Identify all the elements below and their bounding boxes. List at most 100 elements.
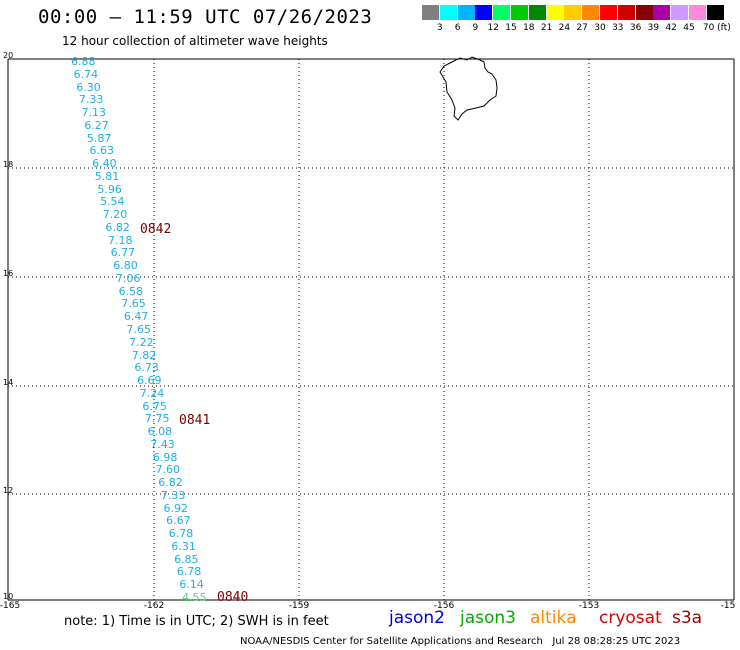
latitude-tick-label: 16 bbox=[3, 269, 14, 278]
color-swatch bbox=[511, 5, 528, 20]
color-scale-label: 9 bbox=[472, 23, 479, 33]
wave-height-label: 6.31 bbox=[171, 539, 196, 553]
wave-height-label: 7.60 bbox=[155, 463, 181, 477]
wave-height-label: 6.58 bbox=[118, 284, 144, 298]
color-swatch bbox=[457, 5, 475, 20]
wave-height-label: 4.55 bbox=[182, 591, 207, 604]
color-scale-label: 18 bbox=[523, 23, 535, 33]
wave-height-label: 6.98 bbox=[152, 450, 178, 464]
wave-height-label: 6.82 bbox=[105, 220, 130, 234]
wave-height-label: 6.73 bbox=[134, 361, 159, 375]
longitude-tick-label: -159 bbox=[288, 601, 310, 611]
color-scale-label: 70 (ft) bbox=[702, 23, 731, 33]
color-scale-label: 15 bbox=[505, 23, 517, 33]
latitude-tick-label: 10 bbox=[3, 592, 14, 601]
color-swatch bbox=[475, 5, 493, 20]
color-scale-label: 45 bbox=[683, 23, 695, 33]
longitude-tick-label: -165 bbox=[0, 601, 21, 611]
wave-height-label: 7.33 bbox=[78, 93, 104, 107]
color-scale-label: 21 bbox=[540, 23, 553, 33]
color-swatch bbox=[493, 5, 511, 20]
map-subtitle: 12 hour collection of altimeter wave hei… bbox=[62, 34, 328, 48]
wave-height-label: 6.69 bbox=[137, 374, 162, 388]
wave-height-label: 7.18 bbox=[108, 233, 133, 247]
map-title: 00:00 – 11:59 UTC 07/26/2023 bbox=[38, 6, 373, 28]
wave-height-label: 6.85 bbox=[174, 552, 199, 566]
color-swatch bbox=[528, 5, 546, 20]
wave-height-label: 6.63 bbox=[89, 144, 115, 158]
latitude-tick-label: 18 bbox=[3, 160, 14, 169]
wave-height-label: 7.22 bbox=[129, 335, 154, 349]
wave-height-label: 6.47 bbox=[123, 310, 149, 324]
wave-height-label: 6.30 bbox=[76, 80, 101, 94]
wave-height-label: 7.13 bbox=[81, 106, 107, 120]
pass-time-label: 0840 bbox=[217, 590, 249, 605]
color-scale-label: 12 bbox=[487, 23, 499, 33]
wave-height-label: 6.92 bbox=[163, 501, 189, 515]
credit-line: NOAA/NESDIS Center for Satellite Applica… bbox=[240, 636, 681, 647]
wave-height-label: 5.87 bbox=[86, 131, 112, 145]
units-note: note: 1) Time is in UTC; 2) SWH is in fe… bbox=[64, 614, 329, 629]
longitude-tick-label: -15 bbox=[720, 601, 736, 611]
latitude-tick-label: 12 bbox=[3, 486, 14, 495]
color-swatch bbox=[635, 5, 653, 20]
color-swatch bbox=[564, 5, 582, 20]
satellite-legend-cryosat: cryosat bbox=[599, 608, 662, 628]
wave-height-label: 5.96 bbox=[97, 182, 122, 196]
wave-height-label: 6.14 bbox=[179, 578, 204, 592]
color-swatch bbox=[653, 5, 671, 20]
color-scale-label: 3 bbox=[436, 23, 443, 33]
pass-time-label: 0842 bbox=[140, 222, 172, 237]
color-scale-label: 24 bbox=[558, 23, 571, 33]
wave-height-label: 7.06 bbox=[115, 271, 141, 285]
wave-height-label: 6.27 bbox=[84, 118, 109, 132]
wave-height-label: 6.40 bbox=[92, 157, 117, 171]
color-swatch bbox=[439, 5, 457, 20]
longitude-tick-label: -162 bbox=[143, 601, 165, 611]
wave-height-label: 7.24 bbox=[139, 386, 165, 400]
wave-height-label: 6.74 bbox=[73, 67, 99, 81]
wave-height-label: 6.78 bbox=[176, 565, 202, 579]
longitude-tick-label: -153 bbox=[578, 601, 600, 611]
color-scale-label: 33 bbox=[612, 23, 624, 33]
wave-height-label: 6.75 bbox=[142, 399, 167, 413]
color-swatch bbox=[706, 5, 724, 20]
color-scale-label: 42 bbox=[665, 23, 677, 33]
color-swatch bbox=[617, 5, 635, 20]
color-swatch bbox=[582, 5, 600, 20]
satellite-legend-jason2: jason2 bbox=[389, 608, 445, 628]
color-swatch bbox=[671, 5, 689, 20]
color-scale-label: 39 bbox=[647, 23, 660, 33]
wave-height-label: 6.08 bbox=[147, 425, 173, 439]
color-swatch bbox=[689, 5, 706, 20]
wave-height-label: 5.54 bbox=[100, 195, 125, 209]
wave-height-label: 7.65 bbox=[121, 297, 146, 311]
satellite-legend-altika: altika bbox=[530, 608, 577, 628]
graticule-grid bbox=[7, 58, 735, 601]
latitude-tick-label: 14 bbox=[3, 378, 14, 387]
wave-height-label: 6.67 bbox=[166, 514, 191, 528]
wave-height-label: 5.81 bbox=[94, 169, 120, 183]
latitude-tick-label: 20 bbox=[3, 51, 14, 60]
wave-height-label: 7.43 bbox=[150, 437, 175, 451]
pass-time-label: 0841 bbox=[179, 413, 211, 428]
wave-height-label: 7.33 bbox=[160, 488, 186, 502]
wave-height-label: 7.20 bbox=[102, 208, 128, 222]
wave-height-label: 7.65 bbox=[126, 323, 152, 336]
wave-height-label: 7.75 bbox=[145, 412, 170, 426]
color-scale-label: 6 bbox=[454, 23, 461, 33]
color-scale-label: 36 bbox=[629, 23, 642, 33]
longitude-tick-label: -156 bbox=[433, 601, 455, 611]
big-island-coastline bbox=[439, 56, 498, 121]
wave-height-label: 6.82 bbox=[158, 476, 183, 490]
satellite-legend-jason3: jason3 bbox=[460, 608, 516, 628]
color-swatch bbox=[546, 5, 564, 20]
color-swatch bbox=[422, 5, 439, 20]
satellite-legend-s3a: s3a bbox=[672, 608, 703, 628]
wave-height-label: 6.88 bbox=[71, 55, 96, 68]
color-scale-label: 27 bbox=[576, 23, 588, 33]
wave-height-label: 6.80 bbox=[113, 259, 138, 273]
color-swatch bbox=[600, 5, 617, 20]
color-scale-label: 30 bbox=[594, 23, 606, 33]
